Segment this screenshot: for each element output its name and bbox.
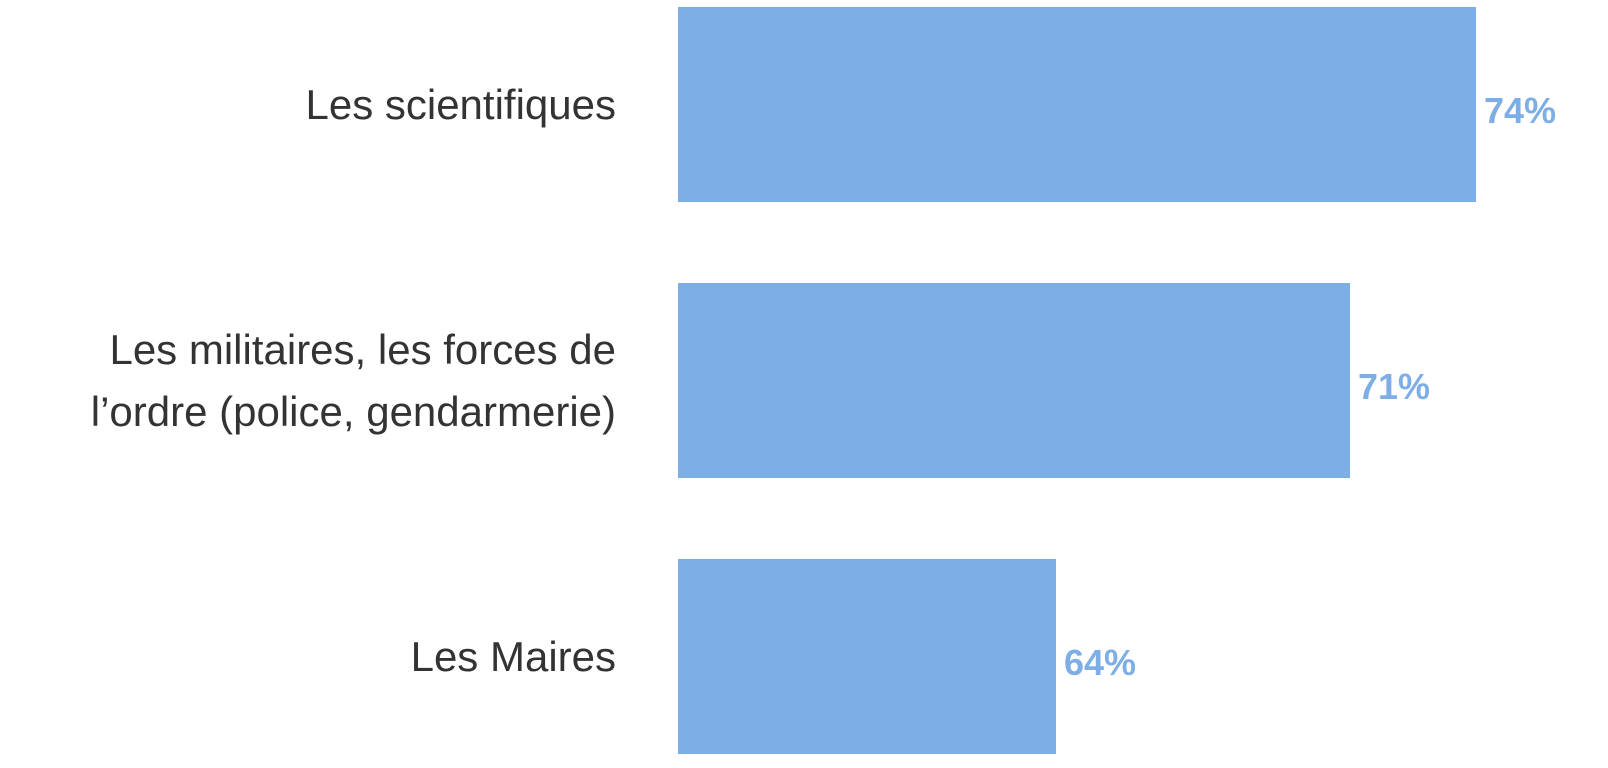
category-label: Les Maires: [410, 632, 616, 680]
bar: [678, 559, 1056, 754]
value-label: 74%: [1484, 89, 1557, 131]
bar: [678, 7, 1476, 202]
value-label: 71%: [1358, 365, 1431, 407]
bar: [678, 283, 1350, 478]
value-label: 64%: [1064, 641, 1137, 683]
category-label: Les militaires, les forces de l’ordre (p…: [90, 325, 616, 435]
category-label: Les scientifiques: [305, 80, 616, 128]
